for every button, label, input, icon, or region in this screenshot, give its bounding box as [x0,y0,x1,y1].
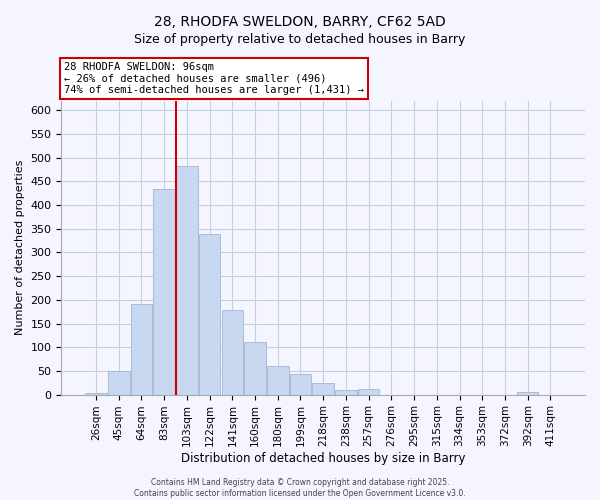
Text: Size of property relative to detached houses in Barry: Size of property relative to detached ho… [134,32,466,46]
Bar [85,393,107,394]
Bar [267,366,289,394]
Bar [244,342,266,394]
Bar [358,389,379,394]
X-axis label: Distribution of detached houses by size in Barry: Distribution of detached houses by size … [181,452,466,465]
Bar [313,383,334,394]
Text: 28, RHODFA SWELDON, BARRY, CF62 5AD: 28, RHODFA SWELDON, BARRY, CF62 5AD [154,15,446,29]
Text: Contains HM Land Registry data © Crown copyright and database right 2025.
Contai: Contains HM Land Registry data © Crown c… [134,478,466,498]
Y-axis label: Number of detached properties: Number of detached properties [15,160,25,336]
Bar [335,390,357,394]
Text: 28 RHODFA SWELDON: 96sqm
← 26% of detached houses are smaller (496)
74% of semi-: 28 RHODFA SWELDON: 96sqm ← 26% of detach… [64,62,364,95]
Bar [131,304,152,394]
Bar [199,234,220,394]
Bar [221,310,243,394]
Bar [154,188,175,394]
Bar [290,374,311,394]
Bar [108,371,130,394]
Bar [176,166,197,394]
Bar [517,392,538,394]
